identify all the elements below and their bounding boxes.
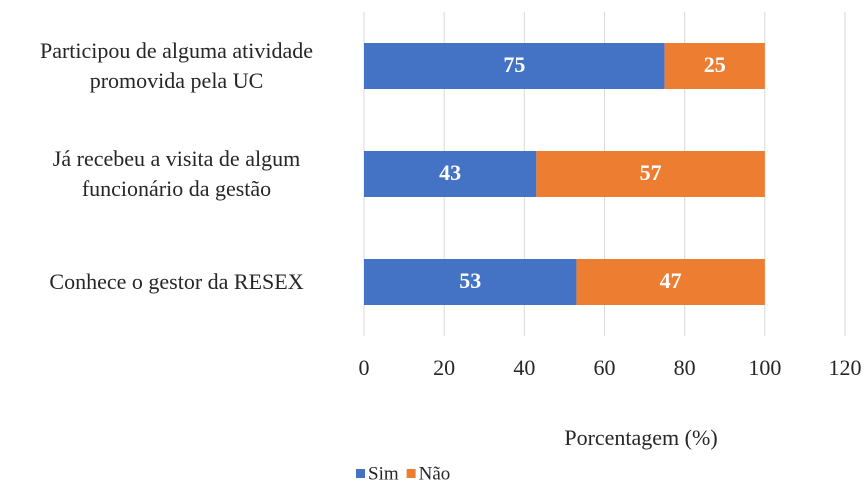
x-tick-label: 100 <box>748 355 781 380</box>
category-label: Já recebeu a visita de algum funcionário… <box>52 146 301 201</box>
legend-swatch <box>356 469 365 478</box>
data-label: 47 <box>660 268 682 293</box>
x-tick-label: 120 <box>829 355 862 380</box>
legend-swatch <box>406 469 416 478</box>
x-tick-label: 60 <box>594 355 616 380</box>
legend-label: Não <box>419 463 451 484</box>
data-label: 75 <box>503 52 525 77</box>
bar <box>536 151 765 197</box>
x-tick-label: 20 <box>433 355 455 380</box>
data-label: 53 <box>459 268 481 293</box>
bar <box>364 151 537 197</box>
data-label: 25 <box>704 52 726 77</box>
category-label: Conhece o gestor da RESEX <box>49 269 304 294</box>
bar <box>364 259 577 305</box>
data-label: 57 <box>640 160 662 185</box>
bar <box>576 259 765 305</box>
x-tick-label: 40 <box>513 355 535 380</box>
category-label: Participou de alguma atividade promovida… <box>39 38 314 93</box>
legend-label: Sim <box>368 463 399 484</box>
data-label: 43 <box>439 160 461 185</box>
x-axis-title: Porcentagem (%) <box>564 425 717 450</box>
x-tick-label: 80 <box>674 355 696 380</box>
x-tick-label: 0 <box>359 355 370 380</box>
bar <box>664 43 765 89</box>
bar <box>364 43 665 89</box>
